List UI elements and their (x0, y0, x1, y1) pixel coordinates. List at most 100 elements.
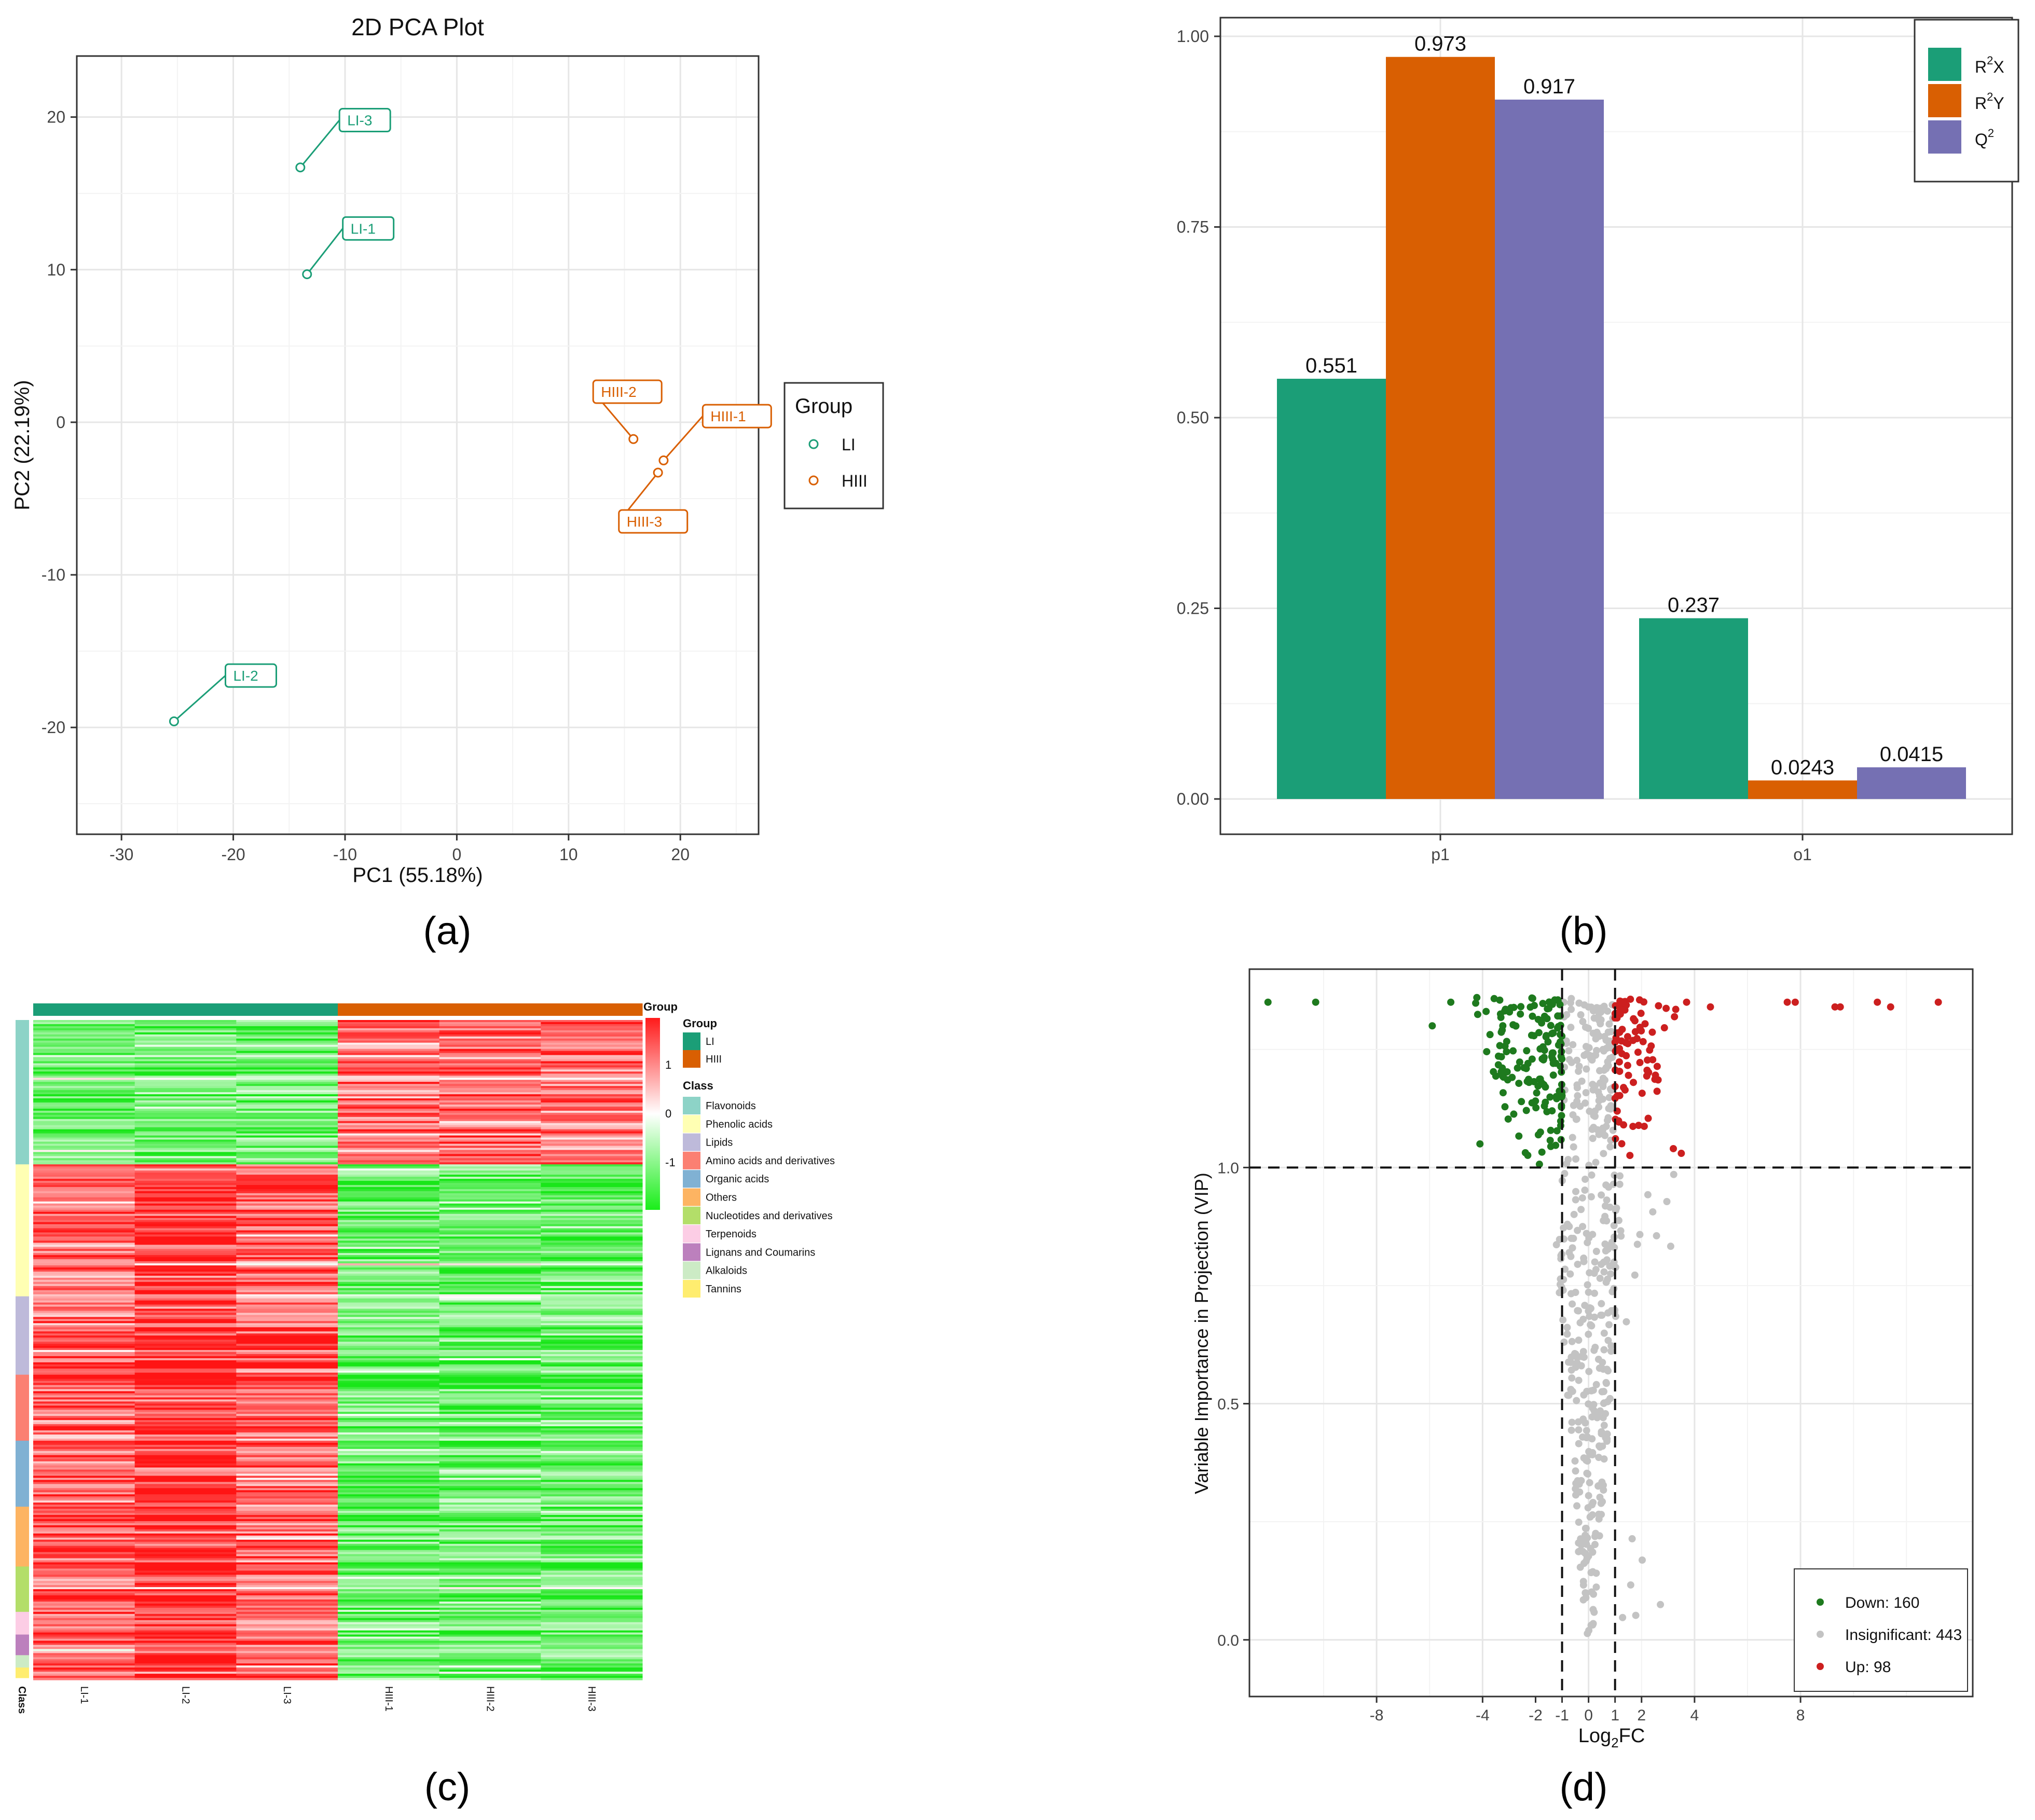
heatmap-cell (236, 1335, 338, 1338)
volcano-point (1600, 1066, 1608, 1074)
volcano-legend-marker (1817, 1598, 1824, 1606)
volcano-point (1591, 1258, 1599, 1266)
volcano-point (1594, 1482, 1602, 1490)
heatmap-cell (439, 1356, 541, 1359)
heatmap-cell (236, 1611, 338, 1615)
heatmap-cell (33, 1114, 135, 1118)
heatmap-cell (134, 1383, 237, 1386)
volcano-point (1626, 1152, 1634, 1160)
heatmap-cell (338, 1175, 440, 1177)
volcano-point (1598, 1191, 1605, 1199)
bar-legend-label-base: R (1975, 58, 1987, 76)
heatmap-cell (439, 1340, 541, 1342)
heatmap-cell (439, 1502, 541, 1505)
heatmap-cell (236, 1601, 338, 1604)
heatmap-cell (236, 1412, 338, 1414)
volcano-point (1615, 1008, 1623, 1016)
heatmap-cell (338, 1069, 440, 1072)
heatmap-cell (33, 1463, 135, 1466)
volcano-point (1600, 1217, 1607, 1224)
volcano-point (1635, 1122, 1643, 1129)
heatmap-cell (541, 1573, 643, 1575)
heatmap-cell (236, 1552, 338, 1555)
heatmap-cell (236, 1546, 338, 1549)
heatmap-cell (338, 1154, 440, 1156)
heatmap-cell (338, 1129, 440, 1132)
heatmap-cell (439, 1044, 541, 1047)
heatmap-cell (541, 1634, 643, 1637)
heatmap-cell (338, 1061, 440, 1064)
heatmap-cell (236, 1300, 338, 1303)
heatmap-cell (236, 1640, 338, 1644)
heatmap-cell (338, 1296, 440, 1299)
volcano-point (1934, 998, 1942, 1006)
heatmap-cell (236, 1480, 338, 1482)
heatmap-cell (33, 1175, 135, 1177)
volcano-point (1572, 1155, 1579, 1163)
heatmap-cell (33, 1333, 135, 1336)
heatmap-cell (338, 1356, 440, 1359)
heatmap-cell (439, 1521, 541, 1524)
heatmap-cell (134, 1022, 237, 1025)
heatmap-scale-tick: -1 (665, 1156, 676, 1169)
volcano-point (1602, 1378, 1610, 1386)
volcano-point (1559, 1316, 1567, 1324)
volcano-point (1586, 1479, 1593, 1486)
heatmap-cell (236, 1141, 338, 1145)
heatmap-cell (134, 1426, 237, 1429)
heatmap-cell (236, 1451, 338, 1454)
heatmap-legend-class-swatch (683, 1188, 700, 1206)
heatmap-cell (33, 1243, 135, 1245)
heatmap-cell (236, 1354, 338, 1357)
heatmap-cell (439, 1038, 541, 1041)
heatmap-cell (134, 1432, 237, 1435)
heatmap-cell (134, 1271, 237, 1274)
volcano-point (1584, 1281, 1591, 1289)
heatmap-cell (439, 1670, 541, 1672)
heatmap-cell (236, 1638, 338, 1642)
heatmap-cell (33, 1082, 135, 1084)
bar (1495, 100, 1604, 799)
heatmap-cell (236, 1195, 338, 1198)
heatmap-cell (236, 1599, 338, 1602)
heatmap-cell (33, 1616, 135, 1619)
heatmap-cell (134, 1678, 237, 1680)
volcano-point (1589, 1621, 1597, 1629)
heatmap-cell (541, 1500, 643, 1503)
heatmap-cell (338, 1412, 440, 1414)
heatmap-cell (33, 1416, 135, 1418)
heatmap-cell (236, 1156, 338, 1159)
heatmap-cell (541, 1603, 643, 1606)
volcano-tick-labels: 0.00.51.0-8 -4 -2 -1 0 1 2 4 8 (1217, 1160, 1805, 1724)
bar-legend-label: Q2 (1975, 127, 1994, 149)
heatmap-cell (439, 1659, 541, 1662)
heatmap-cell (236, 1226, 338, 1229)
heatmap-cell (33, 1605, 135, 1608)
volcano-point (1613, 1204, 1620, 1212)
heatmap-cell (338, 1632, 440, 1635)
heatmap-cell (439, 1607, 541, 1610)
heatmap-cell (439, 1348, 541, 1350)
heatmap-cell (134, 1378, 237, 1382)
volcano-point (1472, 999, 1480, 1007)
pca-x-tick-label: 10 (559, 845, 578, 864)
heatmap-cell (236, 1084, 338, 1086)
heatmap-cell (541, 1566, 643, 1569)
heatmap-cell (541, 1416, 643, 1418)
heatmap-cell (236, 1492, 338, 1495)
heatmap-cell (541, 1214, 643, 1217)
heatmap-cell (134, 1381, 237, 1384)
heatmap-cell (236, 1558, 338, 1561)
heatmap-cell (134, 1665, 237, 1668)
volcano-point (1586, 1269, 1593, 1277)
heatmap-cell (236, 1112, 338, 1115)
heatmap-cell (134, 1628, 237, 1631)
heatmap-cell (236, 1197, 338, 1200)
heatmap-cell (439, 1599, 541, 1602)
heatmap-cell (134, 1575, 237, 1577)
heatmap-cell (541, 1106, 643, 1109)
heatmap-cell (338, 1622, 440, 1625)
heatmap-cell (338, 1338, 440, 1340)
heatmap-cell (236, 1292, 338, 1295)
heatmap-cell (541, 1589, 643, 1592)
